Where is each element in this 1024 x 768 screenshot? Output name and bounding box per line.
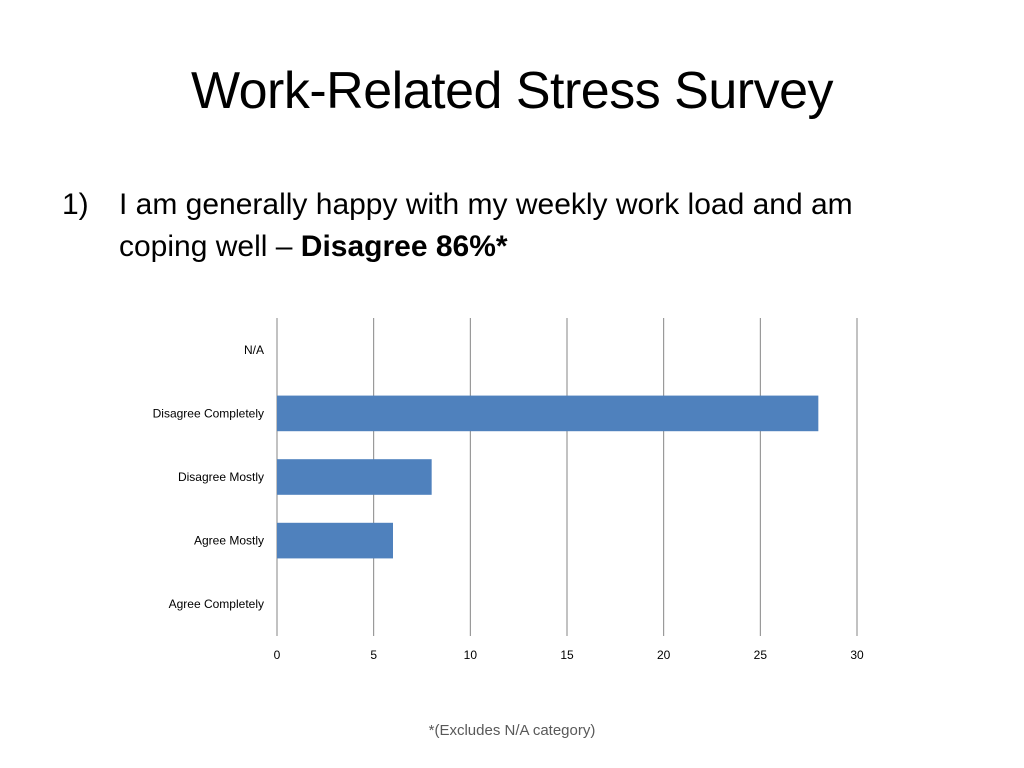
slide-title: Work-Related Stress Survey: [190, 62, 834, 120]
footnote: *(Excludes N/A category): [428, 722, 596, 739]
x-tick-label: 20: [657, 648, 671, 662]
bar: [277, 522, 393, 559]
x-tick-label: 30: [850, 648, 864, 662]
category-label: Agree Mostly: [194, 534, 264, 548]
category-label: Disagree Completely: [153, 406, 264, 420]
bullet-number: 1): [62, 188, 89, 221]
bullet-text: I am generally happy with my weekly work…: [119, 184, 939, 268]
bullet-statement: I am generally happy with my weekly work…: [119, 188, 853, 263]
x-tick-label: 25: [754, 648, 768, 662]
x-tick-label: 0: [274, 648, 281, 662]
category-label: Agree Completely: [169, 597, 264, 611]
bullet-emphasis: Disagree 86%*: [300, 230, 508, 263]
bar-chart: 0 5 10 15 20 25 30 N/A Disagree Completely Disagr…: [153, 318, 864, 662]
x-tick-label: 15: [560, 648, 574, 662]
x-tick-label: 10: [464, 648, 478, 662]
bar: [277, 395, 819, 432]
x-tick-label: 5: [370, 648, 377, 662]
category-label: Disagree Mostly: [178, 470, 264, 484]
category-label: N/A: [244, 343, 264, 357]
bar: [277, 459, 432, 495]
